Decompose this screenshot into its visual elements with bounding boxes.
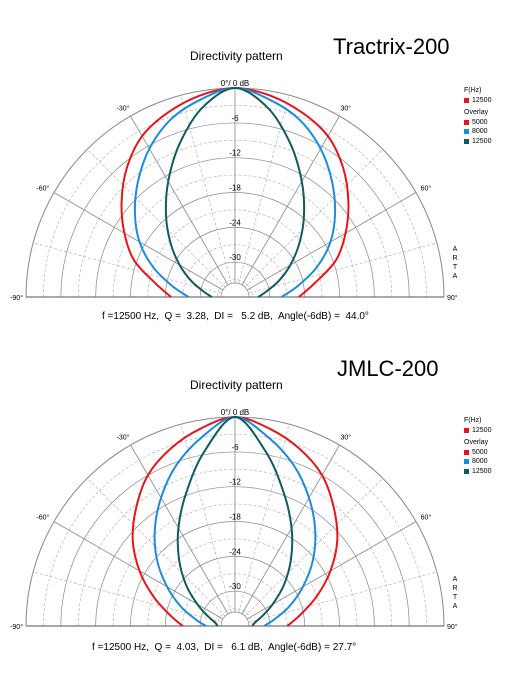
legend: F(Hz) 12500 Overlay 5000 8000 12500 — [464, 416, 491, 476]
radial-tick-label: -6 — [231, 114, 239, 123]
grid-radial — [130, 115, 229, 286]
radial-tick-label: -12 — [229, 478, 241, 487]
stats-line: f =12500 Hz, Q = 4.03, DI = 6.1 dB, Angl… — [92, 642, 357, 653]
series-line-12500 — [164, 87, 306, 298]
legend-item-overlay-2: 8000 — [464, 457, 491, 467]
angle-tick-label: 30° — [341, 104, 352, 112]
angle-tick-label: 90° — [447, 294, 458, 300]
legend-swatch-teal — [464, 468, 469, 474]
polar-chart: 0°/ 0 dB -6 -12 -18 -24 -30 -90° -60° -30° 30° 60°… — [10, 408, 458, 629]
panel-tractrix: Tractrix-200 Directivity pattern 0°/ 0 d… — [0, 0, 512, 335]
radial-tick-label: -12 — [229, 149, 241, 158]
angle-tick-label: -90° — [10, 294, 23, 300]
legend-item-overlay-3: 12500 — [464, 137, 491, 147]
legend-item-overlay-1: 5000 — [464, 448, 491, 458]
series-line-12500 — [176, 416, 294, 627]
angle-tick-label: -30° — [117, 433, 130, 441]
legend-item-main: 12500 — [464, 96, 491, 106]
grid-circle-inner — [220, 611, 250, 627]
grid-radial-minor — [180, 424, 232, 613]
grid-radial — [241, 115, 340, 286]
legend-swatch-red — [464, 97, 469, 103]
legend: F(Hz) 12500 Overlay 5000 8000 12500 — [464, 86, 491, 146]
angle-tick-label: 90° — [447, 623, 458, 629]
grid-radial-minor — [244, 478, 383, 617]
legend-item-overlay-2: 8000 — [464, 127, 491, 137]
legend-swatch-blue — [464, 129, 469, 135]
radial-tick-label: 0°/ 0 dB — [221, 79, 250, 88]
legend-swatch-red — [464, 119, 469, 125]
legend-swatch-teal — [464, 138, 469, 144]
grid-circle-inner — [220, 282, 250, 298]
radial-tick-label: -24 — [229, 547, 241, 556]
grid-radial-minor — [248, 242, 437, 294]
legend-swatch-red — [464, 427, 469, 433]
angle-tick-label: -30° — [117, 104, 130, 112]
angle-tick-label: 60° — [421, 514, 432, 522]
panel-title: JMLC-200 — [337, 356, 439, 381]
radial-tick-label: -30 — [229, 253, 241, 262]
radial-tick-label: -6 — [231, 443, 239, 452]
legend-overlay-label: Overlay — [464, 109, 489, 116]
radial-tick-label: -18 — [229, 184, 241, 193]
legend-item-main: 12500 — [464, 426, 491, 436]
angle-tick-label: -60° — [36, 185, 49, 193]
grid-radial-minor — [87, 478, 226, 617]
angle-tick-label: -60° — [36, 514, 49, 522]
grid-radial-minor — [33, 242, 222, 294]
panel-jmlc: JMLC-200 Directivity pattern 0°/ 0 dB -6 -… — [0, 335, 512, 670]
radial-tick-label: -30 — [229, 582, 241, 591]
grid-radial-minor — [87, 149, 226, 288]
legend-swatch-red — [464, 449, 469, 455]
plot-title: Directivity pattern — [190, 378, 283, 392]
legend-header: F(Hz) — [464, 417, 482, 424]
legend-item-overlay-1: 5000 — [464, 118, 491, 128]
grid-radial-minor — [244, 149, 383, 288]
panel-title: Tractrix-200 — [333, 34, 450, 59]
angle-tick-label: -90° — [10, 623, 23, 629]
radial-tick-label: -18 — [229, 513, 241, 522]
legend-header: F(Hz) — [464, 87, 482, 94]
legend-item-overlay-3: 12500 — [464, 467, 491, 477]
grid-radial-minor — [238, 424, 290, 613]
radial-tick-label: -24 — [229, 218, 241, 227]
angle-tick-label: 60° — [421, 185, 432, 193]
angle-tick-label: 30° — [341, 433, 352, 441]
legend-swatch-blue — [464, 459, 469, 465]
plot-title: Directivity pattern — [190, 49, 283, 63]
radial-tick-label: 0°/ 0 dB — [221, 408, 250, 417]
legend-overlay-label: Overlay — [464, 439, 489, 446]
stats-line: f =12500 Hz, Q = 3.28, DI = 5.2 dB, Angl… — [102, 311, 369, 322]
polar-chart: 0°/ 0 dB -6 -12 -18 -24 -30 -90° -60° -30° 30° 60°… — [10, 79, 458, 300]
